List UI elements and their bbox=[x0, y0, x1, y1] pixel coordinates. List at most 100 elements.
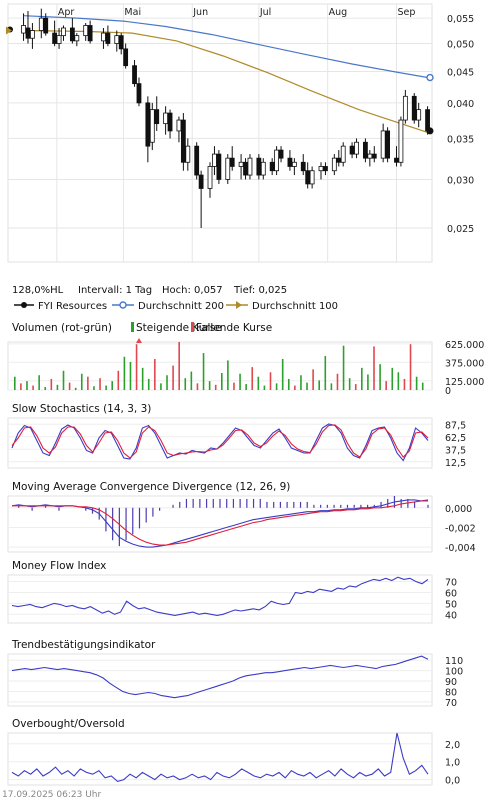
candle bbox=[105, 25, 111, 47]
candle-body-up bbox=[416, 109, 422, 121]
volume-bar-up bbox=[367, 374, 369, 390]
volume-bar-down bbox=[336, 373, 339, 390]
legend-dot-icon bbox=[119, 301, 127, 309]
candle-body-down bbox=[363, 141, 368, 159]
indicator-title: Moving Average Convergence Divergence (1… bbox=[12, 481, 290, 493]
ma200-end-marker bbox=[426, 73, 434, 82]
volume-bar-up bbox=[166, 375, 168, 390]
volume-bar-up bbox=[391, 367, 394, 390]
y-tick-label: 625.000 bbox=[445, 340, 484, 351]
volume-bar-up bbox=[111, 381, 114, 390]
y-tick-label: 0,030 bbox=[447, 175, 474, 186]
legend-item-ma200[interactable]: Durchschnitt 200 bbox=[112, 301, 224, 312]
candle-body-down bbox=[198, 174, 204, 189]
y-tick-label: 110 bbox=[445, 656, 463, 667]
y-tick-label: 70 bbox=[445, 578, 457, 589]
volume-bar-up bbox=[14, 376, 16, 390]
volume-bar-up bbox=[257, 376, 260, 390]
legend-label: FYI Resources bbox=[38, 301, 107, 312]
y-tick-label: 1,0 bbox=[445, 758, 460, 769]
volume-bar-up bbox=[105, 385, 107, 390]
indicator-title: Slow Stochastics (14, 3, 3) bbox=[12, 403, 151, 415]
indicator-panels: Slow Stochastics (14, 3, 3) 87,5 62,537,5 1… bbox=[7, 403, 476, 787]
candle-body-up bbox=[74, 35, 80, 42]
candle-body-down bbox=[278, 149, 284, 159]
indicator-line bbox=[11, 423, 429, 462]
candle bbox=[83, 23, 89, 41]
volume-bar-up bbox=[221, 373, 223, 390]
volume-bar-up bbox=[379, 364, 381, 390]
candle bbox=[278, 146, 284, 163]
candle-body-down bbox=[336, 157, 342, 163]
candle bbox=[56, 27, 62, 49]
volume-bar-up bbox=[56, 384, 59, 390]
price-candles bbox=[21, 8, 430, 228]
indicator-line bbox=[11, 732, 429, 783]
volume-panel: Volumen (rot-grün) Steigende Kurse Falle… bbox=[7, 322, 484, 397]
candle-body-up bbox=[83, 25, 89, 37]
candle-body-up bbox=[225, 157, 231, 180]
candle bbox=[336, 150, 342, 167]
candle bbox=[291, 158, 297, 176]
indicator-title: Money Flow Index bbox=[12, 560, 106, 572]
volume-bar-up bbox=[361, 367, 363, 390]
volume-bar-down bbox=[214, 384, 217, 390]
candle-body-down bbox=[323, 166, 328, 172]
candle bbox=[331, 154, 337, 176]
x-tick-label: Jul bbox=[259, 7, 271, 18]
volume-bar-down bbox=[233, 382, 235, 390]
y-tick-label: 0,000 bbox=[445, 504, 472, 515]
volume-bar-down bbox=[135, 344, 138, 390]
candle bbox=[229, 146, 235, 171]
candle-body-up bbox=[163, 112, 169, 125]
y-tick-label: 37,5 bbox=[445, 445, 466, 456]
indicator-panel: Moving Average Convergence Divergence (1… bbox=[7, 481, 476, 554]
candle bbox=[216, 150, 222, 184]
volume-bar-down bbox=[99, 378, 101, 390]
zoom-level[interactable]: 128,0%HL bbox=[12, 285, 64, 296]
volume-bar-up bbox=[415, 376, 418, 390]
candle bbox=[238, 154, 244, 180]
candle-body-up bbox=[354, 141, 359, 155]
indicator-plot-frame bbox=[7, 732, 433, 786]
price-x-ticks: Apr Mai Jun Jul Aug Sep bbox=[58, 7, 416, 18]
candle bbox=[194, 142, 200, 180]
candle bbox=[74, 33, 80, 47]
candle-body-up bbox=[380, 130, 386, 159]
candle-body-up bbox=[101, 32, 106, 42]
volume-bar-down bbox=[154, 358, 156, 390]
price-end-marker bbox=[426, 127, 434, 135]
candle bbox=[52, 20, 58, 47]
candle bbox=[243, 158, 248, 180]
legend-item-ma100[interactable]: Durchschnitt 100 bbox=[226, 301, 338, 312]
indicator-plot-frame bbox=[7, 653, 433, 707]
volume-bar-up bbox=[239, 373, 241, 390]
volume-bar-up bbox=[160, 383, 162, 390]
candle-body-down bbox=[123, 48, 129, 67]
candle-body-down bbox=[300, 161, 306, 172]
candle bbox=[380, 123, 386, 163]
candle bbox=[260, 158, 266, 180]
price-y-ticks: 0,055 0,050 0,045 0,040 0,035 0,030 0,025 bbox=[447, 14, 474, 235]
y-tick-label: 0,035 bbox=[447, 134, 474, 145]
legend-item-price[interactable]: FYI Resources bbox=[14, 301, 107, 312]
volume-bar-up bbox=[190, 371, 193, 390]
x-tick-label: Sep bbox=[397, 7, 415, 18]
candle bbox=[30, 23, 35, 49]
candle-body-up bbox=[212, 153, 217, 167]
candle-body-up bbox=[149, 109, 155, 143]
volume-bar-down bbox=[294, 385, 296, 390]
candle bbox=[349, 142, 355, 159]
volume-bar-up bbox=[263, 385, 266, 390]
legend-label: Durchschnitt 100 bbox=[252, 301, 338, 312]
candle bbox=[101, 27, 106, 49]
candle-body-up bbox=[274, 149, 280, 172]
y-tick-label: 100 bbox=[445, 667, 463, 678]
y-tick-label: 0,040 bbox=[447, 99, 474, 110]
candle-body-up bbox=[398, 119, 404, 163]
volume-bar-up bbox=[62, 370, 65, 390]
candle bbox=[176, 116, 182, 143]
candle bbox=[402, 89, 408, 124]
